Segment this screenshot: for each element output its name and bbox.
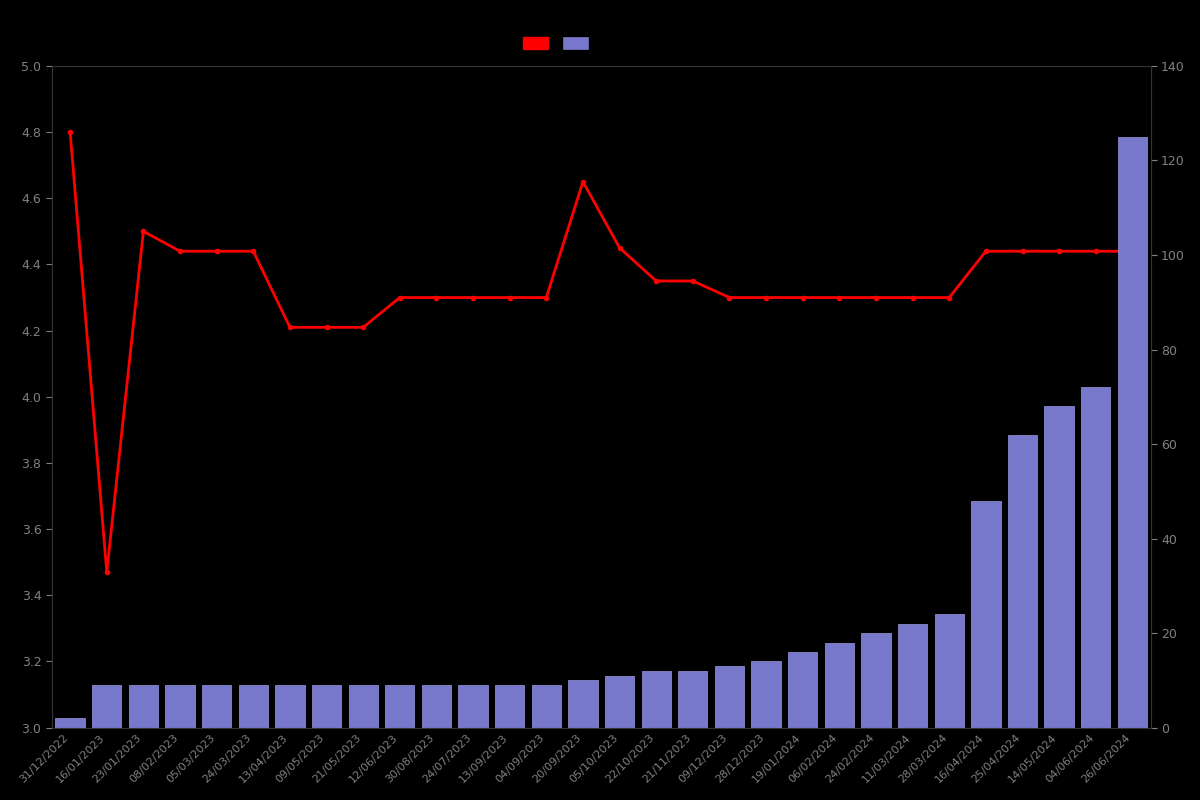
Bar [275, 685, 305, 728]
Bar [1081, 387, 1110, 728]
Bar [1044, 406, 1074, 728]
Legend: , : , [522, 37, 592, 50]
Bar [166, 685, 194, 728]
Bar [239, 685, 268, 728]
Bar [898, 624, 928, 728]
Bar [202, 685, 232, 728]
Bar [385, 685, 414, 728]
Bar [605, 676, 635, 728]
Bar [348, 685, 378, 728]
Bar [862, 633, 890, 728]
Bar [312, 685, 341, 728]
Bar [496, 685, 524, 728]
Bar [128, 685, 158, 728]
Bar [1117, 137, 1147, 728]
Bar [458, 685, 487, 728]
Bar [92, 685, 121, 728]
Bar [971, 501, 1001, 728]
Bar [421, 685, 451, 728]
Bar [55, 718, 85, 728]
Bar [532, 685, 560, 728]
Bar [1008, 434, 1037, 728]
Bar [935, 614, 964, 728]
Bar [569, 680, 598, 728]
Bar [751, 662, 781, 728]
Bar [788, 652, 817, 728]
Bar [824, 642, 854, 728]
Bar [715, 666, 744, 728]
Bar [642, 671, 671, 728]
Bar [678, 671, 708, 728]
